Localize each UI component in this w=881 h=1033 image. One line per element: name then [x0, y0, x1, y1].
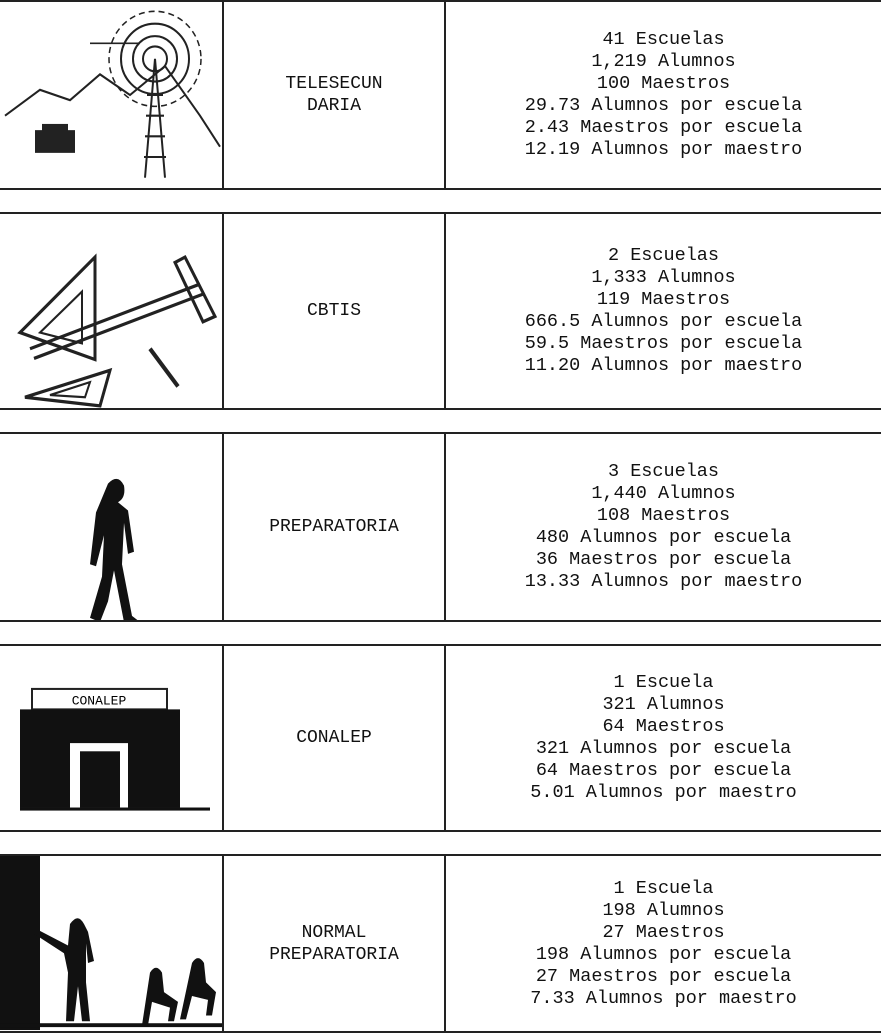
statistics: 2 Escuelas 1,333 Alumnos 119 Maestros 666.5…	[446, 214, 881, 408]
school-type: PREPARATORIA	[222, 434, 446, 620]
table-row: NORMAL PREPARATORIA 1 Escuela 198 Alumnos 27…	[0, 854, 881, 1033]
stat-line: 321 Alumnos por escuela	[535, 738, 792, 759]
table-row: TELESECUN DARIA 41 Escuelas 1,219 Alumnos 10…	[0, 0, 881, 190]
stat-line: 59.5 Maestros por escuela	[524, 333, 803, 354]
label-line: NORMAL	[301, 922, 367, 943]
stat-line: 5.01 Alumnos por maestro	[530, 782, 797, 803]
statistics: 3 Escuelas 1,440 Alumnos 108 Maestros 480 A…	[446, 434, 881, 620]
illustration: CONALEP	[20, 687, 210, 811]
school-type: CBTIS	[222, 214, 446, 408]
stat-line: 1 Escuela	[613, 672, 714, 693]
table-row: CONALEP CONALEP 1 Escuela 321 Alumnos 64 Mae…	[0, 644, 881, 832]
row-icon: CONALEP	[0, 646, 222, 830]
stat-line: 13.33 Alumnos por maestro	[524, 571, 803, 592]
row-icon	[0, 434, 222, 620]
stat-line: 480 Alumnos por escuela	[535, 527, 792, 548]
illustration	[4, 10, 221, 178]
stat-line: 29.73 Alumnos por escuela	[524, 95, 803, 116]
statistics: 1 Escuela 198 Alumnos 27 Maestros 198 Alumn…	[446, 856, 881, 1031]
stat-line: 1,333 Alumnos	[591, 267, 736, 288]
stat-line: 64 Maestros por escuela	[535, 760, 792, 781]
stat-line: 12.19 Alumnos por maestro	[524, 139, 803, 160]
stat-line: 198 Alumnos	[602, 899, 725, 921]
table-row: CBTIS 2 Escuelas 1,333 Alumnos 119 Maestros…	[0, 212, 881, 410]
stat-line: 2.43 Maestros por escuela	[524, 117, 803, 138]
illustration	[90, 478, 138, 620]
stat-line: 3 Escuelas	[607, 461, 720, 482]
stat-line: 108 Maestros	[596, 505, 731, 526]
stat-line: 11.20 Alumnos por maestro	[524, 355, 803, 376]
stat-line: 1 Escuela	[613, 877, 714, 899]
label-line: DARIA	[306, 96, 361, 116]
label-line: CBTIS	[306, 301, 361, 321]
school-type: TELESECUN DARIA	[222, 2, 446, 188]
school-type: CONALEP	[222, 646, 446, 830]
stat-line: 64 Maestros	[602, 716, 725, 737]
stat-line: 7.33 Alumnos por maestro	[530, 987, 797, 1009]
sign-text: CONALEP	[72, 693, 127, 708]
label-line: PREPARATORIA	[269, 944, 399, 965]
label-line: TELESECUN	[285, 74, 383, 94]
label-line: PREPARATORIA	[269, 517, 399, 537]
stat-line: 100 Maestros	[596, 73, 731, 94]
stat-line: 666.5 Alumnos por escuela	[524, 311, 803, 332]
row-icon	[0, 2, 222, 188]
row-icon	[0, 856, 222, 1031]
illustration	[0, 856, 222, 1031]
stat-line: 119 Maestros	[596, 289, 731, 310]
stat-line: 321 Alumnos	[602, 694, 725, 715]
stat-line: 198 Alumnos por escuela	[535, 943, 792, 965]
school-type: NORMAL PREPARATORIA	[222, 856, 446, 1031]
stat-line: 41 Escuelas	[602, 29, 725, 50]
statistics: 1 Escuela 321 Alumnos 64 Maestros 321 Alumn…	[446, 646, 881, 830]
row-icon	[0, 214, 222, 408]
stat-line: 1,219 Alumnos	[591, 51, 736, 72]
label-line: CONALEP	[296, 728, 372, 748]
illustration	[17, 253, 218, 408]
stat-line: 27 Maestros por escuela	[535, 965, 792, 987]
table-row: PREPARATORIA 3 Escuelas 1,440 Alumnos 108 M…	[0, 432, 881, 622]
stat-line: 27 Maestros	[602, 921, 725, 943]
stat-line: 1,440 Alumnos	[591, 483, 736, 504]
stat-line: 2 Escuelas	[607, 245, 720, 266]
stat-line: 36 Maestros por escuela	[535, 549, 792, 570]
statistics: 41 Escuelas 1,219 Alumnos 100 Maestros 29.7…	[446, 2, 881, 188]
